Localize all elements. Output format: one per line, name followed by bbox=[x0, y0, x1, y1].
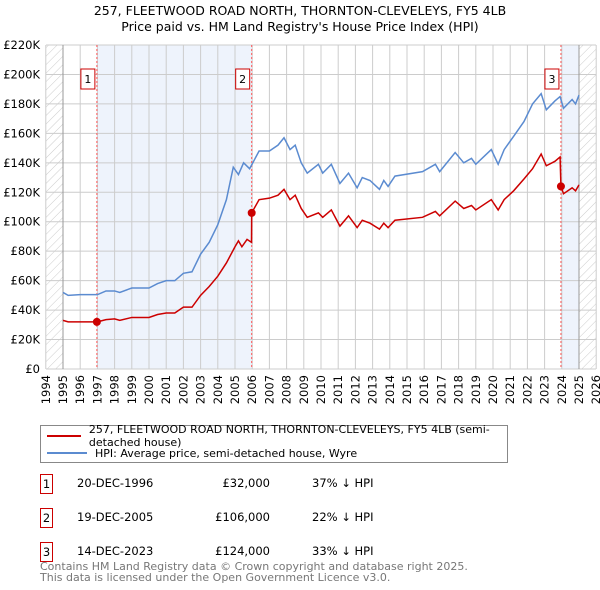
sale-row: 1 20-DEC-1996 £32,000 37% ↓ HPI bbox=[40, 474, 440, 494]
legend-label: 257, FLEETWOOD ROAD NORTH, THORNTON-CLEV… bbox=[88, 423, 490, 449]
x-tick-label: 1994 bbox=[39, 375, 53, 404]
sale-price: £106,000 bbox=[215, 510, 270, 524]
hatched-region-before bbox=[46, 45, 63, 369]
y-tick-label: £100K bbox=[3, 215, 40, 229]
y-tick-label: £180K bbox=[3, 97, 40, 111]
x-tick-label: 2023 bbox=[538, 375, 552, 404]
legend-item-property: 257, FLEETWOOD ROAD NORTH, THORNTON-CLEV… bbox=[41, 423, 507, 449]
x-tick-label: 1999 bbox=[125, 375, 139, 404]
sale-price: £32,000 bbox=[222, 476, 270, 490]
x-tick-label: 2003 bbox=[194, 375, 208, 404]
sale-date: 20-DEC-1996 bbox=[77, 476, 154, 490]
sale-point bbox=[92, 317, 101, 326]
plot-area: 1994 1995 1996 1997 1998 1999 2000 2001 2002 2003… bbox=[3, 38, 600, 404]
y-tick-label: £200K bbox=[3, 67, 40, 81]
x-tick-label: 2025 bbox=[572, 375, 586, 404]
sale-hpi-diff: 33% ↓ HPI bbox=[312, 544, 374, 558]
y-tick-label: £40K bbox=[11, 303, 41, 317]
footer-line-1: Contains HM Land Registry data © Crown c… bbox=[40, 560, 468, 573]
chart-title: 257, FLEETWOOD ROAD NORTH, THORNTON-CLEV… bbox=[93, 3, 507, 18]
sale-label: 1 bbox=[84, 73, 91, 86]
x-tick-label: 2009 bbox=[297, 375, 311, 404]
shaded-period-1 bbox=[96, 45, 252, 369]
x-tick-label: 2024 bbox=[555, 375, 569, 404]
sale-price: £124,000 bbox=[215, 544, 270, 558]
x-tick-label: 2010 bbox=[314, 375, 328, 404]
sale-label: 2 bbox=[239, 73, 246, 86]
y-tick-label: £120K bbox=[3, 185, 40, 199]
shaded-period-3 bbox=[560, 45, 579, 369]
y-tick-label: £80K bbox=[11, 244, 41, 258]
x-tick-label: 2006 bbox=[245, 375, 259, 404]
sale-row: 2 19-DEC-2005 £106,000 22% ↓ HPI bbox=[40, 508, 440, 528]
hatched-region-after bbox=[579, 45, 596, 369]
sale-number-badge: 2 bbox=[40, 508, 53, 528]
sale-number-badge: 1 bbox=[40, 474, 53, 494]
x-tick-label: 2019 bbox=[469, 375, 483, 404]
x-tick-label: 2020 bbox=[486, 375, 500, 404]
x-tick-label: 2018 bbox=[452, 375, 466, 404]
sale-label: 3 bbox=[548, 73, 555, 86]
property-price-line bbox=[62, 152, 580, 323]
x-tick-label: 2001 bbox=[159, 375, 173, 404]
sale-row: 3 14-DEC-2023 £124,000 33% ↓ HPI bbox=[40, 542, 440, 562]
x-tick-label: 2012 bbox=[348, 375, 362, 404]
x-tick-label: 2016 bbox=[417, 375, 431, 404]
sale-label-box bbox=[544, 68, 560, 90]
sale-point bbox=[247, 208, 256, 217]
x-tick-label: 1998 bbox=[108, 375, 122, 404]
sale-label-box bbox=[235, 68, 251, 90]
sale-date: 14-DEC-2023 bbox=[77, 544, 154, 558]
sale-hpi-diff: 22% ↓ HPI bbox=[312, 510, 374, 524]
x-tick-label: 2026 bbox=[589, 375, 600, 404]
x-tick-label: 2002 bbox=[176, 375, 190, 404]
x-tick-label: 1995 bbox=[56, 375, 70, 404]
x-tick-label: 2005 bbox=[228, 375, 242, 404]
y-tick-label: £0 bbox=[25, 362, 40, 376]
sale-number-badge: 3 bbox=[40, 542, 53, 562]
x-tick-label: 2014 bbox=[383, 375, 397, 404]
footer-line-2: This data is licensed under the Open Gov… bbox=[40, 571, 391, 584]
chart-subtitle: Price paid vs. HM Land Registry's House … bbox=[121, 19, 479, 34]
hpi-line bbox=[62, 92, 580, 297]
x-tick-label: 2022 bbox=[520, 375, 534, 404]
legend-item-hpi: HPI: Average price, semi-detached house,… bbox=[41, 445, 357, 461]
sale-date: 19-DEC-2005 bbox=[77, 510, 154, 524]
sale-point bbox=[556, 182, 565, 191]
y-tick-label: £60K bbox=[11, 274, 41, 288]
sale-hpi-diff: 37% ↓ HPI bbox=[312, 476, 374, 490]
y-tick-label: £160K bbox=[3, 126, 40, 140]
x-tick-label: 2004 bbox=[211, 375, 225, 404]
x-tick-label: 2011 bbox=[331, 375, 345, 404]
x-tick-label: 1996 bbox=[73, 375, 87, 404]
legend-label: HPI: Average price, semi-detached house,… bbox=[95, 446, 358, 460]
x-tick-label: 2015 bbox=[400, 375, 414, 404]
x-tick-label: 2000 bbox=[142, 375, 156, 404]
y-tick-label: £20K bbox=[11, 333, 41, 347]
y-tick-label: £140K bbox=[3, 156, 40, 170]
x-tick-label: 2013 bbox=[366, 375, 380, 404]
y-tick-label: £220K bbox=[3, 38, 40, 52]
sale-label-box bbox=[80, 68, 96, 90]
legend-swatch-blue bbox=[47, 452, 87, 454]
x-tick-label: 2007 bbox=[262, 375, 276, 404]
x-tick-label: 2008 bbox=[280, 375, 294, 404]
x-tick-label: 1997 bbox=[90, 375, 104, 404]
legend-swatch-red bbox=[47, 435, 81, 437]
x-tick-label: 2021 bbox=[503, 375, 517, 404]
legend: 257, FLEETWOOD ROAD NORTH, THORNTON-CLEV… bbox=[40, 423, 508, 463]
x-tick-label: 2017 bbox=[434, 375, 448, 404]
